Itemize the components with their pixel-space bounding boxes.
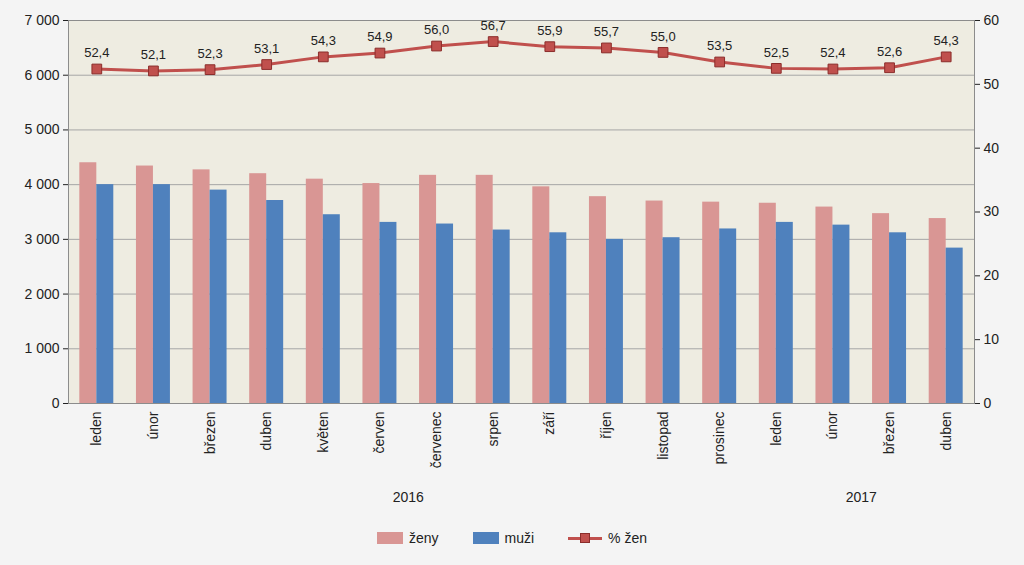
svg-text:56,7: 56,7 [481,18,506,33]
svg-text:52,6: 52,6 [877,44,902,59]
svg-text:leden: leden [88,412,104,446]
svg-text:únor: únor [145,411,161,439]
svg-text:54,9: 54,9 [367,29,392,44]
svg-text:červenec: červenec [428,412,444,469]
svg-text:duben: duben [258,412,274,451]
svg-text:0: 0 [984,395,992,411]
svg-text:52,3: 52,3 [197,46,222,61]
svg-text:listopad: listopad [655,412,671,460]
svg-text:2016: 2016 [393,489,424,505]
svg-text:20: 20 [984,267,1000,283]
svg-text:56,0: 56,0 [424,22,449,37]
svg-text:prosinec: prosinec [711,412,727,465]
svg-text:55,0: 55,0 [650,29,675,44]
svg-text:54,3: 54,3 [934,33,959,48]
svg-text:1 000: 1 000 [24,340,59,356]
svg-text:53,1: 53,1 [254,41,279,56]
svg-text:52,4: 52,4 [84,45,109,60]
svg-text:55,7: 55,7 [594,24,619,39]
svg-text:52,1: 52,1 [141,47,166,62]
html-text:muži: muži [504,529,535,546]
svg-text:4 000: 4 000 [24,176,59,192]
svg-text:2017: 2017 [846,489,877,505]
svg-text:60: 60 [984,12,1000,28]
svg-text:říjen: říjen [598,412,614,439]
svg-text:březen: březen [881,412,897,455]
svg-text:30: 30 [984,203,1000,219]
html-text:% žen: % žen [608,529,647,546]
svg-text:55,9: 55,9 [537,23,562,38]
svg-text:40: 40 [984,140,1000,156]
svg-text:září: září [541,411,557,434]
svg-text:5 000: 5 000 [24,121,59,137]
svg-text:březen: březen [202,412,218,455]
svg-text:srpen: srpen [485,412,501,447]
svg-text:únor: únor [824,411,840,439]
svg-text:2 000: 2 000 [24,286,59,302]
svg-text:0: 0 [52,395,60,411]
svg-text:7 000: 7 000 [24,12,59,28]
svg-text:3 000: 3 000 [24,231,59,247]
svg-text:červen: červen [371,412,387,454]
svg-text:52,4: 52,4 [820,45,845,60]
html-text:ženy: ženy [409,529,439,546]
svg-text:50: 50 [984,76,1000,92]
svg-text:54,3: 54,3 [311,33,336,48]
svg-text:53,5: 53,5 [707,38,732,53]
svg-text:6 000: 6 000 [24,67,59,83]
svg-text:květen: květen [315,412,331,453]
svg-text:10: 10 [984,331,1000,347]
svg-text:52,5: 52,5 [764,45,789,60]
svg-text:leden: leden [768,412,784,446]
svg-text:duben: duben [938,412,954,451]
